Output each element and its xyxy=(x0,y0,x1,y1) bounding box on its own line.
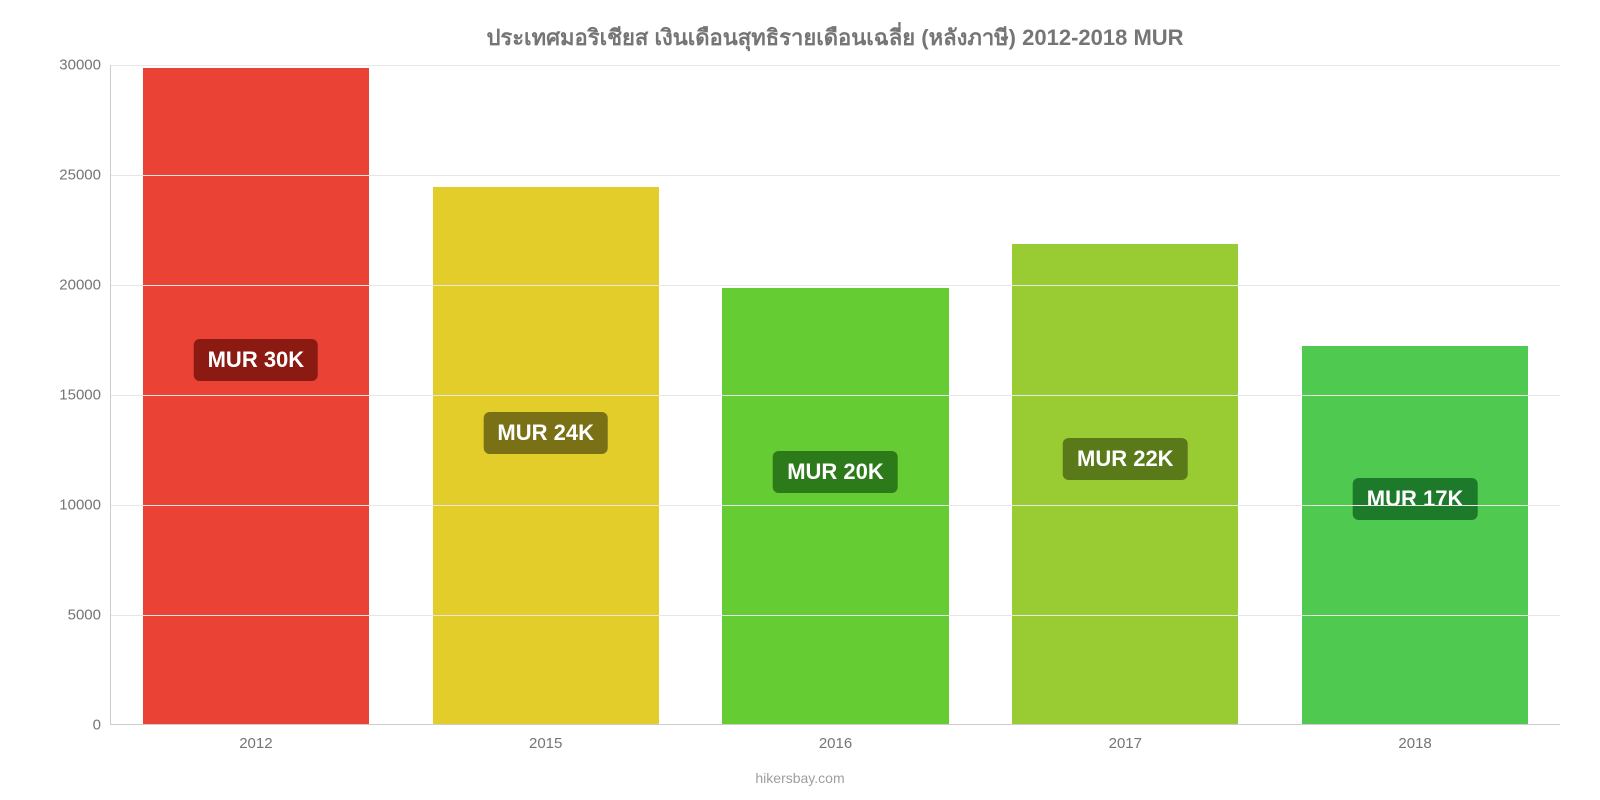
bar: MUR 17K xyxy=(1302,346,1528,724)
gridline xyxy=(111,395,1560,396)
y-tick-label: 15000 xyxy=(31,387,101,404)
bar: MUR 24K xyxy=(433,187,659,724)
x-tick-label: 2018 xyxy=(1398,735,1431,752)
bar: MUR 22K xyxy=(1012,244,1238,724)
bar-value-label: MUR 22K xyxy=(1063,438,1188,480)
gridline xyxy=(111,505,1560,506)
gridline xyxy=(111,285,1560,286)
plot-area: MUR 30KMUR 24KMUR 20KMUR 22KMUR 17K 0500… xyxy=(110,65,1560,725)
bar-value-label: MUR 20K xyxy=(773,451,898,493)
bar: MUR 20K xyxy=(722,288,948,724)
chart-container: ประเทศมอริเชียส เงินเดือนสุทธิรายเดือนเฉ… xyxy=(0,0,1600,800)
chart-title: ประเทศมอริเชียส เงินเดือนสุทธิรายเดือนเฉ… xyxy=(110,20,1560,55)
x-tick-label: 2015 xyxy=(529,735,562,752)
bar-value-label: MUR 30K xyxy=(194,339,319,381)
gridline xyxy=(111,615,1560,616)
y-tick-label: 10000 xyxy=(31,497,101,514)
x-tick-label: 2016 xyxy=(819,735,852,752)
gridline xyxy=(111,175,1560,176)
bar: MUR 30K xyxy=(143,68,369,724)
x-tick-label: 2012 xyxy=(239,735,272,752)
bar-value-label: MUR 24K xyxy=(483,412,608,454)
y-tick-label: 5000 xyxy=(31,607,101,624)
y-tick-label: 30000 xyxy=(31,57,101,74)
chart-footer: hikersbay.com xyxy=(0,770,1600,786)
bar-value-label: MUR 17K xyxy=(1353,478,1478,520)
y-tick-label: 0 xyxy=(31,717,101,734)
x-tick-label: 2017 xyxy=(1109,735,1142,752)
y-tick-label: 25000 xyxy=(31,167,101,184)
y-tick-label: 20000 xyxy=(31,277,101,294)
gridline xyxy=(111,65,1560,66)
